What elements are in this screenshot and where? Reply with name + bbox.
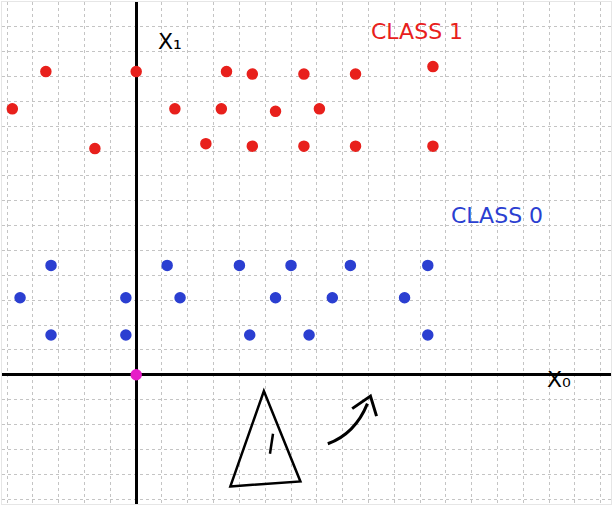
svg-text:CLASS 1: CLASS 1 (371, 19, 463, 44)
svg-text:X₀: X₀ (547, 367, 571, 392)
svg-text:X₁: X₁ (158, 29, 182, 54)
svg-text:CLASS 0: CLASS 0 (451, 203, 543, 228)
